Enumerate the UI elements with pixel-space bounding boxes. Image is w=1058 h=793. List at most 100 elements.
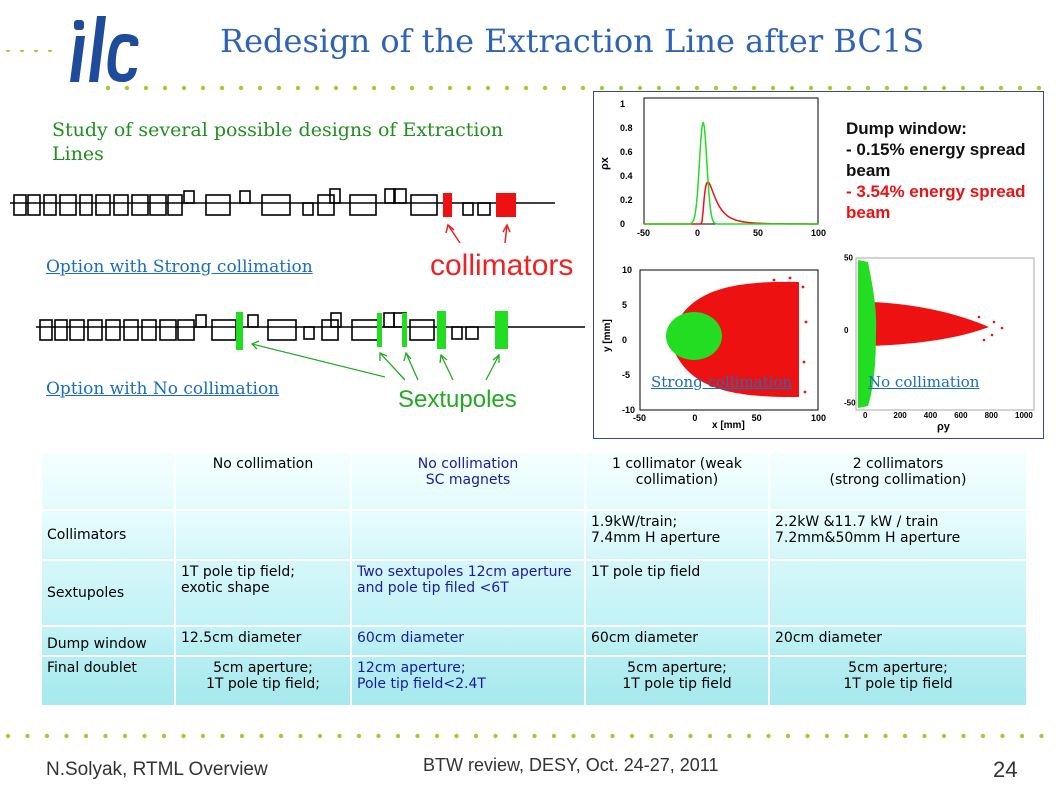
dot <box>314 85 320 91</box>
dot <box>789 85 795 91</box>
dot <box>902 733 908 739</box>
collimator-2 <box>496 193 516 217</box>
dot <box>707 733 713 739</box>
dot <box>808 85 814 91</box>
dot <box>143 85 149 91</box>
dump-legend-wide: - 3.54% energy spread beam <box>846 182 1026 222</box>
option-none-link[interactable]: Option with No collimation <box>46 379 280 399</box>
dot <box>44 733 50 739</box>
dot <box>428 85 434 91</box>
ilc-logo: ilc <box>62 12 139 82</box>
dot <box>200 733 206 739</box>
dot <box>649 733 654 739</box>
dump-window-title: Dump window: <box>846 119 967 138</box>
y-tick-label: 0.4 <box>620 171 633 181</box>
intro-text: Study of several possible designs of Ext… <box>52 119 504 165</box>
x-tick-label: 50 <box>752 413 762 423</box>
dot <box>629 733 635 739</box>
dot <box>532 733 537 739</box>
dot <box>922 733 927 739</box>
dot <box>844 733 849 739</box>
dot <box>941 85 947 91</box>
dot <box>200 85 206 91</box>
footer-event: BTW review, DESY, Oct. 24-27, 2011 <box>423 755 719 775</box>
dot <box>124 85 130 91</box>
table-cell: 20cm diameter <box>768 625 1028 657</box>
slide-title: Redesign of the Extraction Line after BC… <box>220 22 925 60</box>
row-label: Collimators <box>40 509 176 561</box>
lattice-diagram: collimators Sextupoles <box>10 188 585 413</box>
rho-y-plot: 0 200 400 600 800 1000 -50 0 50 ρy <box>844 254 1035 433</box>
dot <box>83 733 89 739</box>
dot <box>960 85 966 91</box>
dot <box>637 85 643 91</box>
dot <box>571 733 576 739</box>
dot <box>409 85 415 91</box>
dump-legend-narrow: - 0.15% energy spread beam <box>846 140 1026 180</box>
y-mm-label: y [mm] <box>602 319 613 352</box>
dot <box>317 733 323 739</box>
table-cell: 1.9kW/train; 7.4mm H aperture <box>584 509 770 561</box>
dot <box>980 733 986 739</box>
x-tick-label: 1000 <box>1015 411 1033 420</box>
dot <box>590 733 596 739</box>
dot <box>694 85 700 91</box>
strong-collimation-link[interactable]: Strong collimation <box>651 373 793 391</box>
dot <box>941 733 947 739</box>
table-cell <box>174 509 352 561</box>
dot <box>162 85 168 91</box>
dot <box>1000 733 1005 739</box>
dot <box>219 85 225 91</box>
table-cell: 1T pole tip field <box>584 559 770 627</box>
dot <box>298 733 303 739</box>
row-label: Final doublet <box>40 655 176 707</box>
dot <box>371 85 377 91</box>
dot <box>504 85 510 91</box>
dot <box>276 85 282 91</box>
x-tick-label: 400 <box>924 411 938 420</box>
decorative-dots-bottom <box>5 733 1044 739</box>
dot <box>415 733 420 739</box>
dot <box>122 733 128 739</box>
x-tick-label: 200 <box>893 411 907 420</box>
footer-author: N.Solyak, RTML Overview <box>46 759 268 780</box>
dot <box>523 85 529 91</box>
dot <box>883 733 888 739</box>
dot <box>395 733 401 739</box>
x-tick-label: -50 <box>633 413 646 423</box>
dot <box>473 733 479 739</box>
row-label: Dump window <box>40 625 176 657</box>
dot <box>824 733 830 739</box>
dot <box>746 733 752 739</box>
y-tick-label: 1 <box>620 99 625 109</box>
y-tick-label: -5 <box>622 370 630 380</box>
dot <box>103 733 108 739</box>
table-header-row: No collimation No collimation SC magnets… <box>40 451 1028 511</box>
dot <box>610 733 615 739</box>
collimator-1 <box>443 193 452 217</box>
header-cell: No collimation <box>174 451 352 511</box>
x-tick-label: 0 <box>692 413 697 423</box>
dot <box>466 85 472 91</box>
dot <box>688 733 693 739</box>
dot <box>295 85 301 91</box>
x-tick-label: 100 <box>811 228 826 238</box>
logo-text: ilc <box>62 12 63 13</box>
dot <box>454 733 459 739</box>
rho-x-label: ρx <box>599 156 611 170</box>
x-tick-label: 0 <box>863 411 868 420</box>
dot <box>770 85 776 91</box>
dot <box>805 733 810 739</box>
dot <box>390 85 396 91</box>
option-strong-link[interactable]: Option with Strong collimation <box>46 257 313 277</box>
dot <box>239 733 245 739</box>
x-tick-label: 600 <box>954 411 968 420</box>
dot <box>278 733 284 739</box>
no-collimation-link[interactable]: No collimation <box>868 373 980 391</box>
dot <box>618 85 624 91</box>
y-tick-label: 0 <box>844 326 849 335</box>
dot <box>766 733 771 739</box>
dot <box>142 733 147 739</box>
